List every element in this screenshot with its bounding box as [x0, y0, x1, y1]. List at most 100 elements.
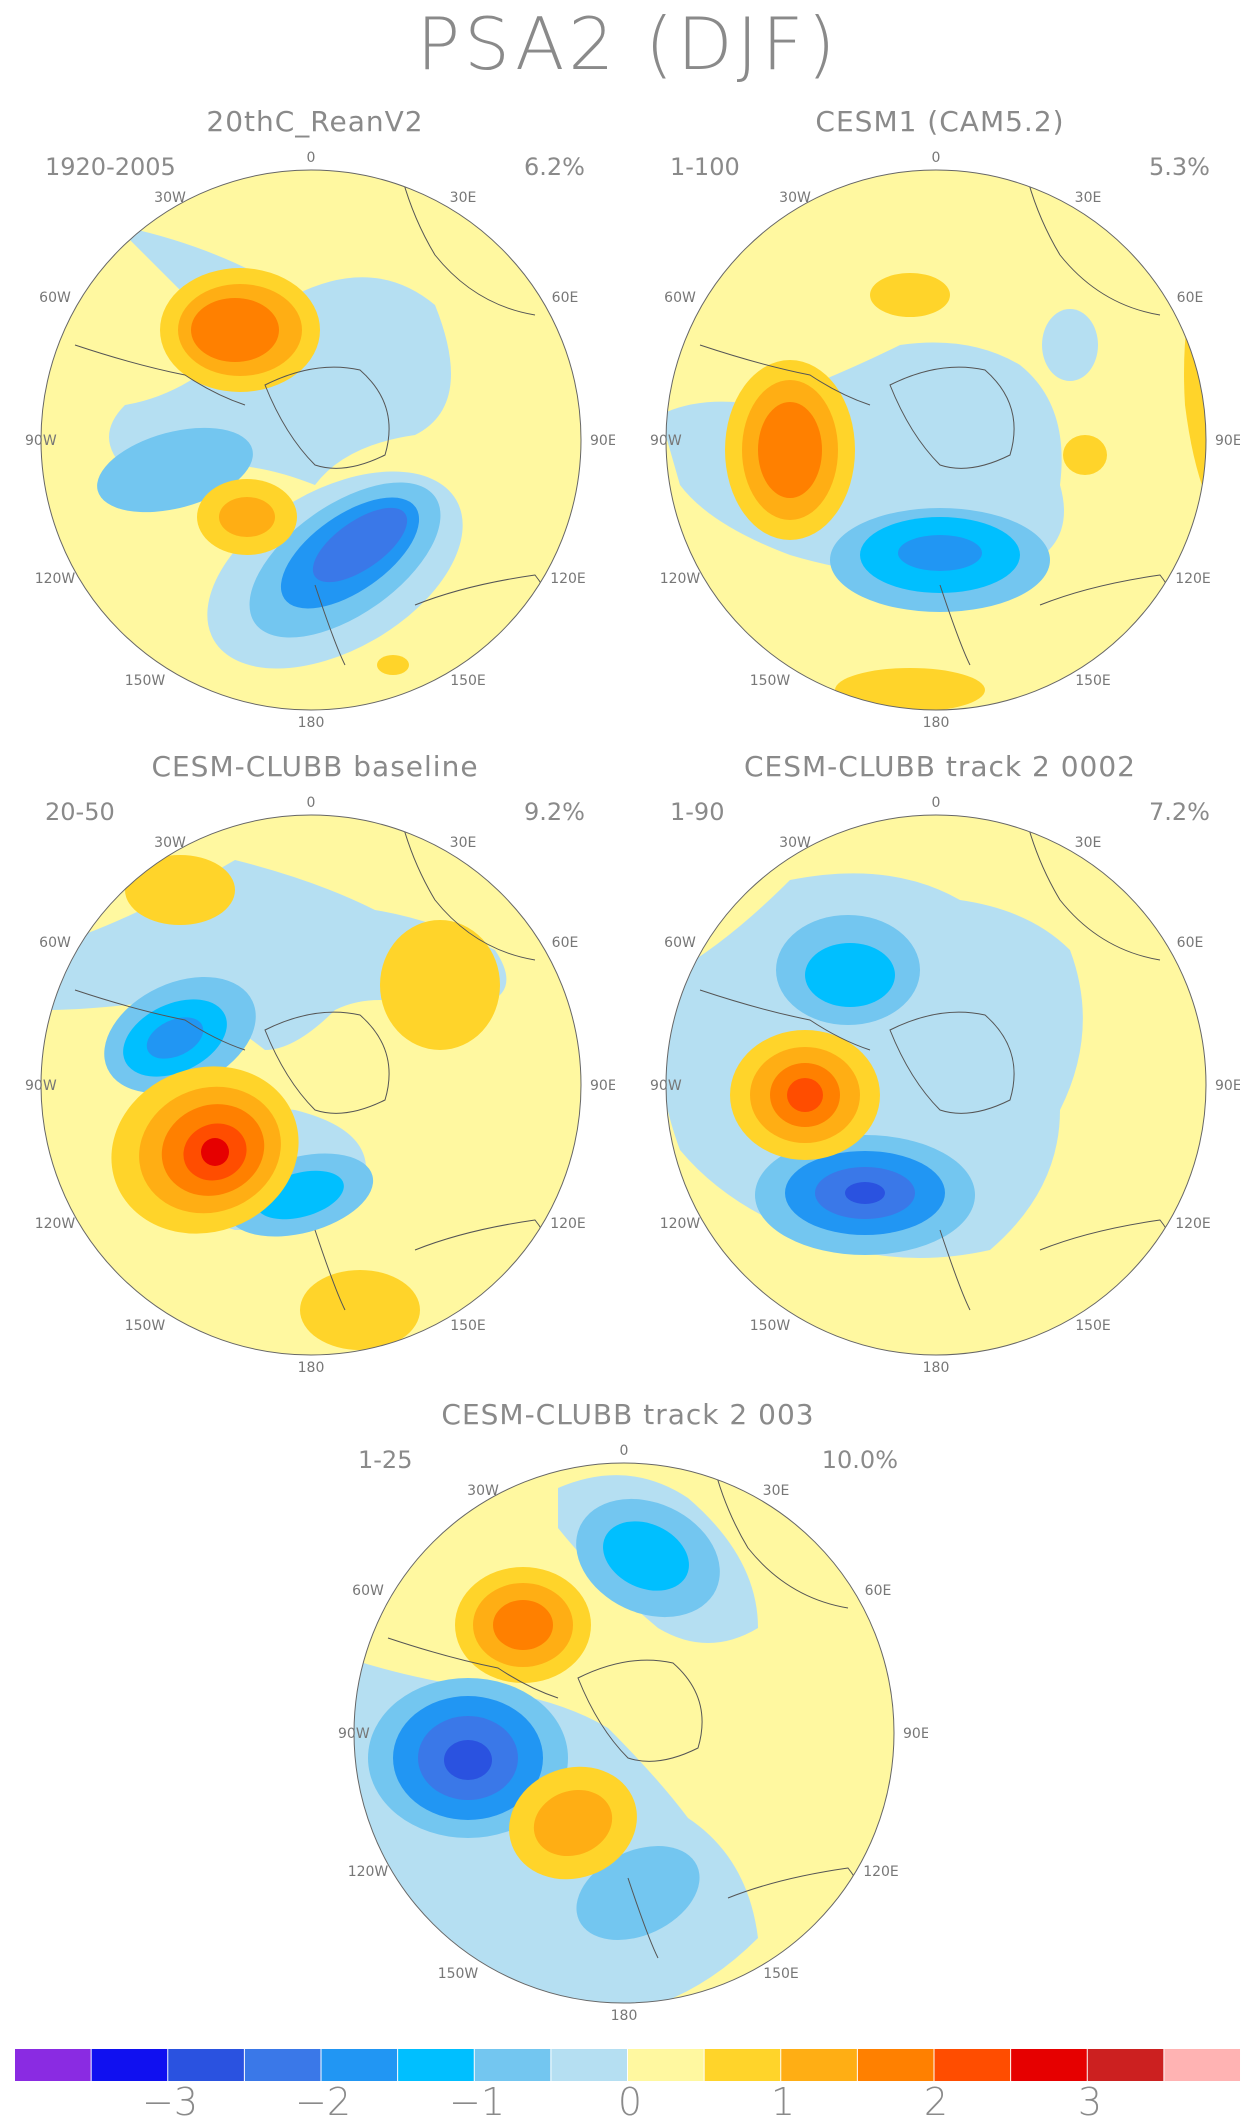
- panel-clubb-baseline: CESM-CLUBB baseline 20-50 9.2%: [15, 750, 615, 1390]
- lon-label-150w: 150W: [125, 673, 166, 689]
- lon-label-120w: 120W: [35, 1216, 76, 1232]
- colorbar-label-3: 3: [1077, 2080, 1103, 2124]
- colorbar-swatch: [857, 2049, 934, 2081]
- lon-label-180: 180: [923, 715, 950, 731]
- panel-clubb-track2-0002: CESM-CLUBB track 2 0002 1-90 7.2% 0 180 …: [640, 750, 1240, 1390]
- panel-variance: 10.0%: [821, 1446, 898, 1474]
- colorbar-swatch: [628, 2049, 704, 2081]
- lon-label-120e: 120E: [1175, 571, 1211, 587]
- lon-label-90w: 90W: [650, 433, 682, 449]
- panel-period: 1920-2005: [45, 153, 176, 181]
- lon-label-120w: 120W: [35, 571, 76, 587]
- lon-label-30e: 30E: [1075, 835, 1102, 851]
- lon-label-60w: 60W: [39, 935, 71, 951]
- lon-label-0: 0: [620, 1443, 629, 1459]
- colorbar-label-0: 0: [617, 2080, 643, 2124]
- colorbar-label-neg1: −1: [448, 2080, 506, 2124]
- lon-label-90e: 90E: [590, 1078, 615, 1094]
- lon-label-60e: 60E: [552, 935, 579, 951]
- lon-label-60w: 60W: [664, 935, 696, 951]
- lon-label-60e: 60E: [1177, 290, 1204, 306]
- panel-cesm1-cam5: CESM1 (CAM5.2) 1-100 5.3% 0 180 30W: [640, 105, 1240, 745]
- panel-title: CESM-CLUBB baseline: [151, 750, 479, 783]
- lon-label-0: 0: [932, 795, 941, 811]
- panel-variance: 7.2%: [1149, 798, 1210, 826]
- lon-label-120w: 120W: [348, 1864, 389, 1880]
- panel-title: CESM1 (CAM5.2): [815, 105, 1065, 138]
- lon-label-150e: 150E: [450, 673, 486, 689]
- panel-20thc-reanv2: 20thC_ReanV2 1920-2005 6.2% 0 180 3: [15, 105, 615, 745]
- lon-label-90w: 90W: [25, 1078, 57, 1094]
- lon-label-30w: 30W: [779, 835, 811, 851]
- lon-label-180: 180: [611, 2008, 638, 2024]
- lon-label-150e: 150E: [1075, 673, 1111, 689]
- lon-label-150w: 150W: [750, 1318, 791, 1334]
- lon-label-150w: 150W: [438, 1966, 479, 1982]
- panel-title: CESM-CLUBB track 2 0002: [744, 750, 1136, 783]
- colorbar-swatch: [91, 2049, 168, 2081]
- lon-label-30w: 30W: [467, 1483, 499, 1499]
- colorbar-swatch: [704, 2049, 781, 2081]
- lon-label-150e: 150E: [1075, 1318, 1111, 1334]
- lon-label-150e: 150E: [450, 1318, 486, 1334]
- lon-label-30e: 30E: [1075, 190, 1102, 206]
- lon-label-60e: 60E: [865, 1583, 892, 1599]
- colorbar-swatch: [321, 2049, 398, 2081]
- lon-label-180: 180: [298, 1360, 325, 1376]
- lon-label-60e: 60E: [552, 290, 579, 306]
- lon-label-60w: 60W: [39, 290, 71, 306]
- polar-map: 0 180 30W 60W 90W 120W 150W 30E 60E 90E …: [338, 1443, 928, 2024]
- polar-map: 0 180 30W 60W 90W 120W 150W 30E 60E 90E …: [650, 795, 1240, 1376]
- lon-label-150e: 150E: [763, 1966, 799, 1982]
- colorbar-label-neg3: −3: [141, 2080, 199, 2124]
- lon-label-90w: 90W: [650, 1078, 682, 1094]
- panel-period: 20-50: [45, 798, 115, 826]
- lon-label-180: 180: [923, 1360, 950, 1376]
- lon-label-90e: 90E: [1215, 1078, 1240, 1094]
- lon-label-120w: 120W: [660, 1216, 701, 1232]
- colorbar-swatch: [781, 2049, 857, 2081]
- panel-title: CESM-CLUBB track 2 003: [441, 1398, 815, 1431]
- lon-label-90w: 90W: [338, 1726, 370, 1742]
- lon-label-120w: 120W: [660, 571, 701, 587]
- lon-label-120e: 120E: [550, 571, 586, 587]
- panel-period: 1-25: [358, 1446, 413, 1474]
- lon-label-120e: 120E: [550, 1216, 586, 1232]
- lon-label-30e: 30E: [450, 835, 477, 851]
- colorbar-swatch: [168, 2049, 244, 2081]
- colorbar-swatch: [1011, 2049, 1087, 2081]
- lon-label-120e: 120E: [1175, 1216, 1211, 1232]
- colorbar-label-neg2: −2: [294, 2080, 352, 2124]
- lon-label-150w: 150W: [125, 1318, 166, 1334]
- panel-period: 1-90: [670, 798, 725, 826]
- lon-label-60w: 60W: [664, 290, 696, 306]
- figure-title: PSA2 (DJF): [416, 2, 840, 86]
- colorbar-swatch: [398, 2049, 474, 2081]
- lon-label-90e: 90E: [590, 433, 615, 449]
- lon-label-60e: 60E: [1177, 935, 1204, 951]
- panel-variance: 9.2%: [524, 798, 585, 826]
- colorbar: [15, 2049, 1241, 2081]
- lon-label-30w: 30W: [154, 835, 186, 851]
- panel-clubb-track2-003: CESM-CLUBB track 2 003 1-25 10.0%: [328, 1398, 928, 2038]
- lon-label-30w: 30W: [779, 190, 811, 206]
- colorbar-swatch: [1087, 2049, 1164, 2081]
- colorbar-swatch: [551, 2049, 628, 2081]
- colorbar-swatch: [934, 2049, 1011, 2081]
- lon-label-30e: 30E: [763, 1483, 790, 1499]
- panel-period: 1-100: [670, 153, 740, 181]
- polar-map: 0 180 30W 60W 90W 120W 150W 30E 60E 90E …: [25, 150, 615, 731]
- lon-label-180: 180: [298, 715, 325, 731]
- panel-variance: 5.3%: [1149, 153, 1210, 181]
- colorbar-swatch: [15, 2049, 91, 2081]
- lon-label-30w: 30W: [154, 190, 186, 206]
- lon-label-150w: 150W: [750, 673, 791, 689]
- lon-label-0: 0: [932, 150, 941, 166]
- colorbar-swatch: [1164, 2049, 1241, 2081]
- lon-label-120e: 120E: [863, 1864, 899, 1880]
- lon-label-0: 0: [307, 150, 316, 166]
- panel-title: 20thC_ReanV2: [206, 105, 424, 138]
- polar-map: 0 180 30W 60W 90W 120W 150W 30E 60E 90E …: [25, 795, 615, 1376]
- panel-variance: 6.2%: [524, 153, 585, 181]
- lon-label-90w: 90W: [25, 433, 57, 449]
